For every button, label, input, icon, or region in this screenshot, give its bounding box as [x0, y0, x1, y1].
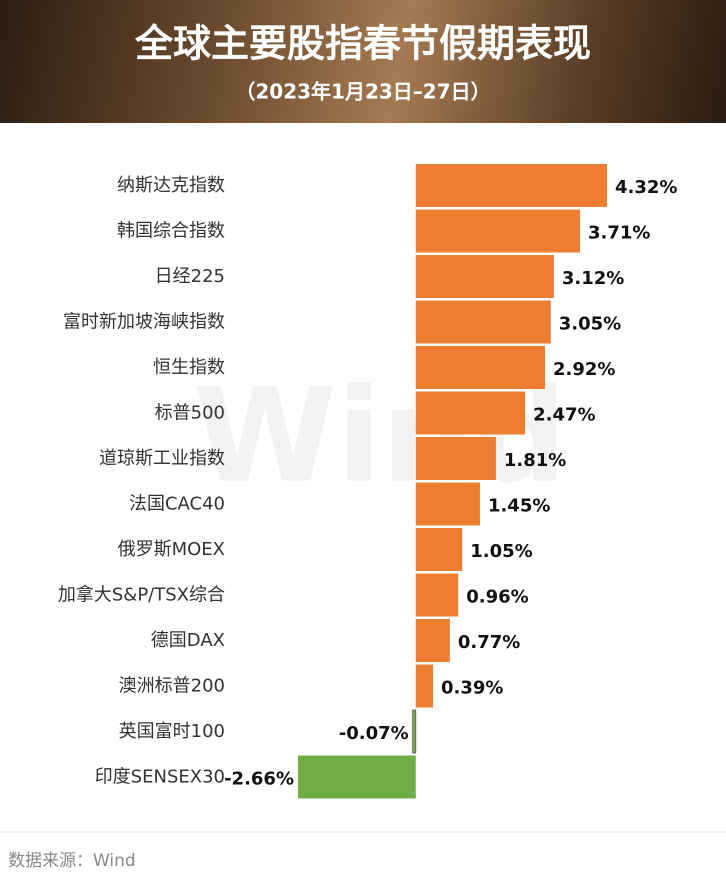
value-label: -0.07%	[339, 723, 409, 744]
value-label: 1.45%	[488, 496, 550, 517]
bar	[415, 300, 551, 344]
header-banner	[0, 0, 726, 123]
bar	[415, 255, 554, 298]
bar	[415, 346, 546, 389]
value-label: 0.96%	[466, 587, 528, 608]
chart-subtitle: （2023年1月23日–27日）	[235, 80, 490, 104]
bar	[412, 709, 417, 754]
category-label: 富时新加坡海峡指数	[63, 312, 225, 333]
bar	[415, 164, 607, 207]
category-label: 印度SENSEX30	[95, 767, 225, 788]
category-label: 恒生指数	[153, 357, 225, 378]
value-label: 3.12%	[562, 268, 624, 289]
category-label: 日经225	[155, 266, 225, 287]
value-label: 0.77%	[458, 632, 520, 653]
value-label: 1.81%	[504, 450, 566, 471]
category-label: 德国DAX	[151, 630, 225, 651]
value-label: 4.32%	[615, 177, 677, 198]
bar	[415, 619, 450, 662]
value-label: 0.39%	[441, 678, 503, 699]
value-label: 2.47%	[533, 405, 595, 426]
value-label: -2.66%	[224, 769, 294, 790]
chart-title: 全球主要股指春节假期表现	[134, 22, 591, 66]
value-label: 2.92%	[553, 359, 615, 380]
bar	[415, 528, 463, 571]
bar	[298, 755, 416, 799]
category-label: 道琼斯工业指数	[99, 448, 225, 469]
bar	[415, 664, 434, 708]
category-label: 英国富时100	[119, 721, 225, 742]
category-label: 法国CAC40	[129, 494, 225, 515]
category-label: 澳洲标普200	[119, 676, 225, 697]
category-label: 纳斯达克指数	[117, 175, 225, 196]
bar	[415, 573, 459, 617]
source-note: 数据来源：Wind	[8, 851, 136, 871]
category-label: 俄罗斯MOEX	[118, 539, 225, 560]
bar	[415, 209, 580, 253]
value-label: 3.71%	[588, 223, 650, 244]
value-label: 3.05%	[559, 314, 621, 335]
bar	[415, 482, 480, 526]
value-label: 1.05%	[470, 541, 532, 562]
bar	[415, 437, 496, 480]
bar	[415, 391, 526, 435]
category-label: 韩国综合指数	[117, 221, 225, 242]
category-label: 标普500	[155, 403, 225, 424]
category-label: 加拿大S&P/TSX综合	[58, 584, 225, 606]
